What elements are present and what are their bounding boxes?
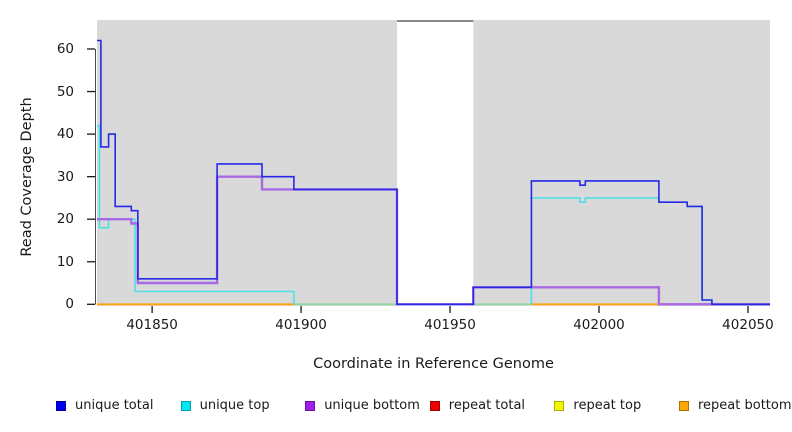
y-tick-label: 30 xyxy=(56,168,74,185)
series-line-unique-total xyxy=(97,39,770,306)
legend-item-repeat-total: repeat total xyxy=(429,398,526,413)
y-tick-label: 40 xyxy=(56,126,74,143)
legend-label: repeat top xyxy=(573,398,642,413)
legend-swatch-icon xyxy=(554,400,565,411)
legend-label: unique bottom xyxy=(324,398,420,413)
x-tick-label: 402000 xyxy=(573,317,625,333)
legend-label: repeat bottom xyxy=(698,398,792,413)
x-tick-label: 401900 xyxy=(275,317,327,333)
legend-label: unique total xyxy=(75,398,154,413)
masked-region-background xyxy=(473,20,770,306)
legend-swatch-icon xyxy=(56,400,66,411)
x-tick-label: 401850 xyxy=(126,317,178,333)
series-line-unique-bottom xyxy=(97,175,770,306)
legend-item-unique-bottom: unique bottom xyxy=(305,398,420,413)
y-tick-label: 50 xyxy=(56,83,74,100)
legend-swatch-icon xyxy=(305,400,316,411)
legend-item-repeat-top: repeat top xyxy=(554,398,641,413)
legend-swatch-icon xyxy=(180,400,191,411)
y-tick-label: 20 xyxy=(56,211,74,228)
masked-region-background xyxy=(97,20,398,306)
legend-item-unique-total: unique total xyxy=(56,398,153,413)
x-axis-label: Coordinate in Reference Genome xyxy=(313,356,554,372)
x-tick-label: 401950 xyxy=(424,317,476,333)
y-tick-label: 0 xyxy=(65,296,74,313)
y-tick-label: 60 xyxy=(56,41,74,57)
legend-swatch-icon xyxy=(679,400,689,411)
legend-item-unique-top: unique top xyxy=(180,398,270,413)
x-tick-label: 402050 xyxy=(722,317,774,333)
y-tick-label: 10 xyxy=(56,253,74,270)
legend-item-repeat-bottom: repeat bottom xyxy=(679,398,792,413)
legend-swatch-icon xyxy=(429,400,440,411)
legend-label: repeat total xyxy=(448,398,526,413)
legend-label: unique top xyxy=(199,398,270,413)
